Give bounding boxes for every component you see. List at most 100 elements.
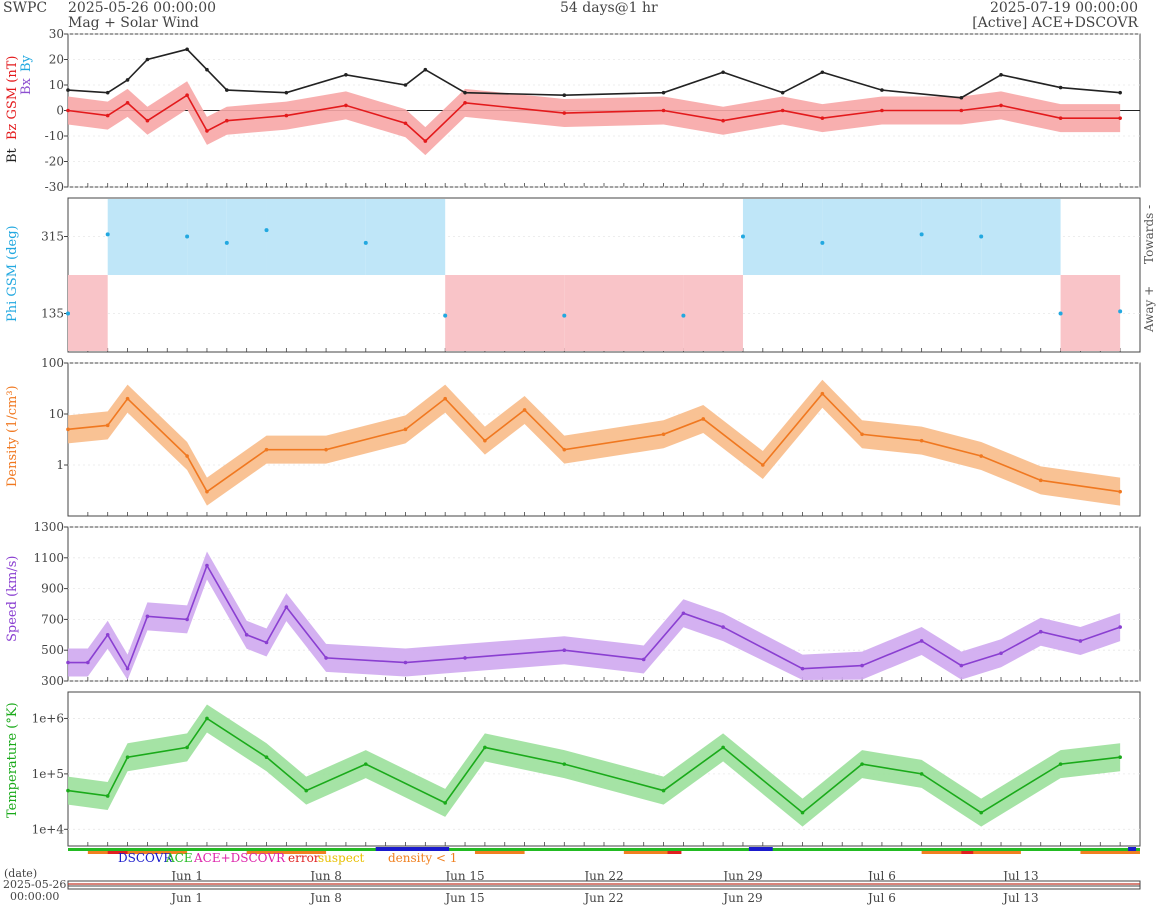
bz-point (145, 118, 150, 123)
away-sector (68, 275, 108, 351)
date-tick-label: Jun 15 (443, 891, 484, 905)
density-point (66, 427, 70, 432)
legend-error: error (288, 851, 320, 865)
density-point (205, 489, 209, 494)
date-tick-label: Jun 1 (169, 869, 203, 883)
error-bar (961, 851, 974, 854)
speed-point (1078, 639, 1083, 643)
speed-point (66, 660, 70, 665)
timeline-slider[interactable] (67, 880, 1141, 890)
speed-point (86, 660, 90, 665)
bz-line (67, 94, 1121, 143)
phi-point (681, 313, 686, 318)
source-bar-ace (68, 848, 1140, 851)
y-tick-label: 700 (41, 612, 64, 626)
legend-ace-dscovr: ACE+DSCOVR (193, 851, 286, 865)
bt-point (145, 57, 150, 62)
phi-point (443, 313, 448, 318)
bz-point (423, 139, 428, 143)
y-tick-label: 0 (56, 104, 64, 118)
temperature-axis-label: Temperature (°K) (5, 702, 20, 818)
legend-density-low: density < 1 (388, 851, 457, 865)
y-tick-label: 1100 (33, 551, 64, 565)
error-bar (107, 851, 128, 854)
y-tick-label: -30 (45, 180, 64, 194)
density-point (761, 463, 765, 467)
date-tick-label: Jun 22 (582, 891, 623, 905)
phi-point (562, 313, 567, 318)
speed-point (1118, 625, 1122, 629)
phi-point (264, 228, 269, 233)
speed-point (324, 656, 328, 660)
temperature-point (1058, 762, 1063, 766)
temperature-point (264, 755, 269, 759)
source-bar-dscovr (1128, 847, 1137, 851)
density-low-bar (623, 851, 674, 854)
bz-point (105, 113, 110, 118)
bt-point (423, 67, 428, 72)
density-point (264, 447, 269, 452)
away-sector (445, 275, 565, 351)
temperature-point (363, 762, 368, 766)
speed-point (919, 639, 924, 643)
towards-sector (921, 199, 982, 275)
bz-point (344, 103, 348, 108)
density-point (562, 447, 567, 452)
y-tick-label: 100 (41, 356, 64, 370)
y-tick-label: 1e+4 (32, 822, 65, 836)
start-time: 2025-05-26 00:00:00 (68, 0, 217, 16)
density-point (522, 408, 527, 412)
density-point (860, 432, 864, 437)
temperature-point (205, 716, 209, 721)
speed-point (185, 617, 189, 622)
bt-point (344, 73, 348, 77)
towards-sector (266, 199, 366, 275)
bt-point (205, 67, 209, 72)
y-tick-label: 1e+6 (32, 711, 64, 725)
date-tick-label: Jun 22 (582, 869, 623, 883)
density-axis-label: Density (1/cm³) (5, 385, 20, 487)
density-point (125, 396, 130, 401)
temperature-point (304, 788, 309, 793)
towards-sector (742, 199, 823, 275)
time-span: 54 days@1 hr (560, 0, 658, 16)
phi-point (224, 240, 229, 245)
y-tick-label: 1300 (33, 520, 64, 534)
bz-point (562, 111, 567, 115)
y-tick-label: 500 (41, 643, 64, 657)
phi-point (740, 234, 745, 239)
density-point (1118, 489, 1122, 494)
bz-band (68, 81, 1121, 156)
density-point (979, 454, 983, 458)
temperature-point (860, 762, 864, 766)
bt-point (403, 83, 408, 87)
date-tick-label: Jul 6 (866, 869, 896, 883)
legend-suspect: suspect (318, 851, 365, 865)
y-tick-label: -10 (45, 129, 64, 143)
bz-point (225, 118, 229, 123)
density-point (661, 432, 666, 437)
phi-point (979, 234, 984, 239)
towards-sector (187, 199, 227, 275)
by-axis-label: By (19, 54, 34, 72)
phi-point (820, 240, 825, 245)
date-label: (date) (4, 867, 37, 880)
temperature-point (185, 745, 189, 750)
towards-sector (226, 199, 267, 275)
speed-point (800, 666, 805, 671)
y-tick-label: 135 (41, 307, 64, 321)
date-tick-label: Jun 29 (721, 891, 762, 905)
error-bar (667, 851, 682, 854)
temperature-point (125, 755, 130, 759)
bt-point (820, 70, 825, 75)
away-sector (564, 275, 684, 351)
density-point (403, 427, 408, 432)
speed-point (562, 648, 567, 652)
speed-band (68, 551, 1121, 680)
bz-point (661, 108, 666, 113)
density-point (820, 391, 825, 396)
y-tick-label: 20 (49, 53, 64, 67)
bt-point (1118, 90, 1122, 95)
density-low-bar (474, 851, 525, 854)
speed-point (721, 625, 725, 629)
